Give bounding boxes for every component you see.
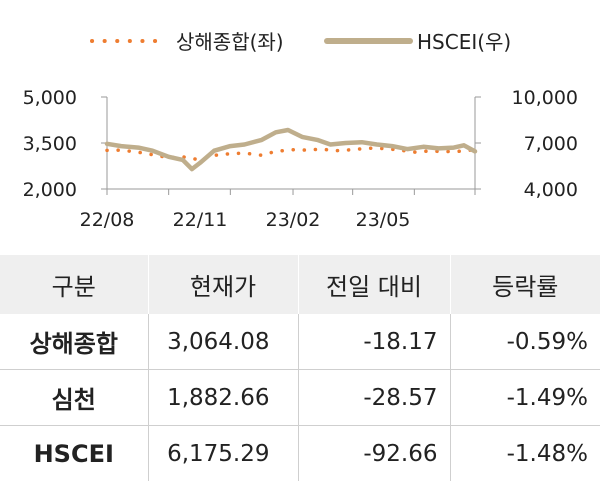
row-name: 심천 [0,370,148,426]
left-tick-label: 2,000 [23,179,77,201]
row-price: 1,882.66 [148,370,298,426]
header-rate: 등락률 [450,255,600,314]
row-price: 3,064.08 [148,314,298,370]
legend-label-shanghai: 상해종합(좌) [176,30,284,54]
table-row: HSCEI 6,175.29 -92.66 -1.48% [0,426,600,481]
series-layer [107,130,475,169]
row-rate: -1.49% [450,370,600,426]
legend-label-hscei: HSCEI(우) [417,30,511,54]
x-tick-label: 22/11 [173,209,228,231]
x-tick-label: 23/02 [266,209,321,231]
row-rate: -0.59% [450,314,600,370]
index-chart: 상해종합(좌) HSCEI(우) 5,000 3,500 2,000 10,000 7… [0,0,600,255]
left-tick-label: 5,000 [23,87,77,109]
row-change: -92.66 [298,426,450,481]
row-name: HSCEI [0,426,148,481]
row-price: 6,175.29 [148,426,298,481]
axes: 5,000 3,500 2,000 10,000 7,000 4,000 22/08 22… [23,87,578,231]
header-category: 구분 [0,255,148,314]
table-header-row: 구분 현재가 전일 대비 등락률 [0,255,600,314]
header-change: 전일 대비 [298,255,450,314]
row-change: -18.17 [298,314,450,370]
row-name: 상해종합 [0,314,148,370]
left-tick-label: 3,500 [23,133,77,155]
series-line-hscei [107,130,475,169]
index-table: 구분 현재가 전일 대비 등락률 상해종합 3,064.08 -18.17 -0… [0,255,600,481]
row-change: -28.57 [298,370,450,426]
table-row: 심천 1,882.66 -28.57 -1.49% [0,370,600,426]
right-tick-label: 7,000 [524,133,578,155]
x-tick-label: 22/08 [80,209,135,231]
table-row: 상해종합 3,064.08 -18.17 -0.59% [0,314,600,370]
row-rate: -1.48% [450,426,600,481]
header-price: 현재가 [148,255,298,314]
right-tick-label: 4,000 [524,179,578,201]
right-tick-label: 10,000 [512,87,578,109]
x-tick-label: 23/05 [356,209,411,231]
legend: 상해종합(좌) HSCEI(우) [92,30,511,54]
